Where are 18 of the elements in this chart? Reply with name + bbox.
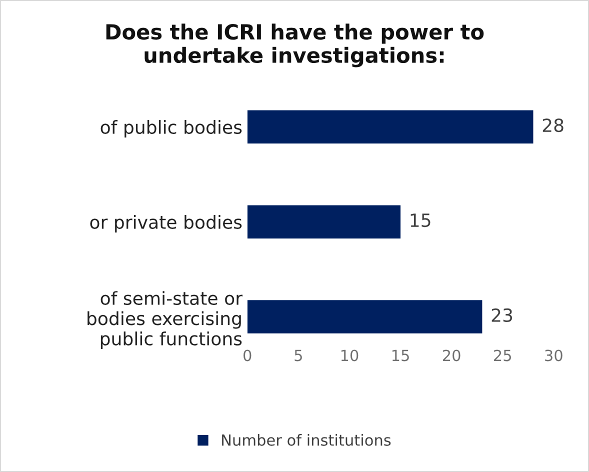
- x-tick-label: 20: [442, 350, 460, 362]
- x-tick-label: 10: [341, 350, 358, 362]
- bar: [247, 205, 401, 238]
- y-tick-label: of public bodies: [100, 120, 242, 138]
- y-tick-label: or private bodies: [90, 214, 242, 232]
- x-tick-label: 25: [494, 350, 511, 362]
- bar: [247, 110, 534, 144]
- x-tick-label: 15: [392, 350, 409, 362]
- data-label: 15: [410, 214, 430, 228]
- data-label: 28: [542, 118, 564, 132]
- y-tick-label: of semi-state or bodies exercising public functions: [88, 291, 243, 349]
- data-label: 23: [492, 308, 512, 322]
- chart-title: Does the ICRI have the power to undertake investigations:: [106, 24, 484, 68]
- x-tick-label: 5: [294, 350, 302, 362]
- x-tick-label: 0: [244, 350, 252, 362]
- x-tick-label: 30: [545, 350, 562, 362]
- bar: [247, 300, 482, 334]
- legend-label: Number of institutions: [222, 434, 391, 446]
